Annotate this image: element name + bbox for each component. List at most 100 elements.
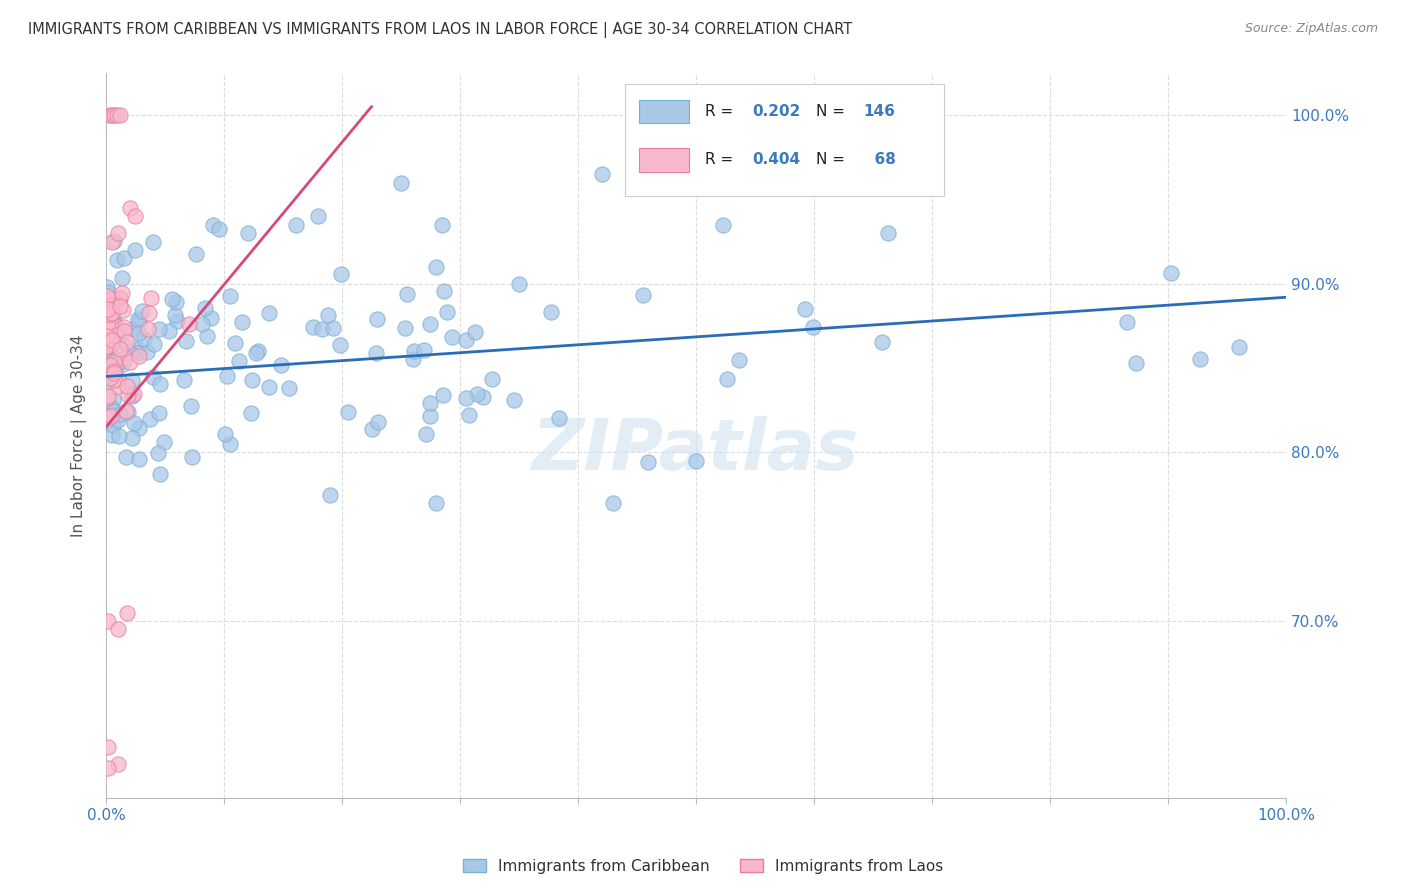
Point	[433, 284, 456, 298]
Point	[432, 388, 454, 402]
Point	[285, 218, 308, 232]
Point	[124, 386, 146, 401]
Point	[173, 373, 195, 387]
Point	[101, 428, 124, 442]
Point	[441, 330, 464, 344]
Point	[464, 325, 486, 339]
Point	[101, 333, 124, 347]
Point	[121, 373, 143, 387]
Point	[1189, 352, 1212, 367]
Point	[727, 353, 749, 368]
Point	[108, 299, 131, 313]
Point	[100, 409, 122, 423]
Point	[111, 285, 134, 300]
Point	[311, 322, 333, 336]
Point	[107, 226, 129, 240]
Point	[100, 333, 122, 347]
Point	[115, 403, 138, 417]
Point	[103, 364, 125, 378]
Point	[419, 409, 441, 423]
Point	[117, 388, 139, 402]
Point	[425, 496, 447, 510]
Point	[396, 287, 419, 301]
Text: IMMIGRANTS FROM CARIBBEAN VS IMMIGRANTS FROM LAOS IN LABOR FORCE | AGE 30-34 COR: IMMIGRANTS FROM CARIBBEAN VS IMMIGRANTS …	[28, 22, 852, 38]
Point	[127, 312, 149, 326]
Point	[228, 354, 250, 368]
Point	[127, 346, 149, 360]
Point	[165, 295, 187, 310]
Point	[97, 614, 120, 628]
Point	[194, 301, 217, 315]
Point	[454, 392, 477, 406]
Point	[716, 372, 738, 386]
Text: R =: R =	[706, 153, 738, 168]
Point	[96, 329, 118, 343]
Point	[108, 354, 131, 368]
Point	[870, 334, 893, 349]
Point	[108, 108, 131, 122]
Point	[98, 108, 121, 122]
Point	[138, 411, 160, 425]
Point	[96, 279, 118, 293]
Point	[148, 446, 170, 460]
Point	[153, 434, 176, 449]
Point	[201, 218, 224, 232]
Point	[177, 317, 200, 331]
Point	[112, 324, 135, 338]
Point	[104, 373, 127, 387]
Point	[101, 298, 124, 312]
Point	[100, 319, 122, 334]
Point	[270, 358, 292, 372]
Point	[107, 378, 129, 392]
Point	[302, 319, 325, 334]
Point	[415, 426, 437, 441]
Point	[402, 344, 425, 359]
Point	[97, 294, 120, 309]
Point	[128, 326, 150, 341]
Point	[112, 320, 135, 334]
Point	[96, 340, 118, 354]
Text: 146: 146	[863, 103, 896, 119]
Point	[394, 321, 416, 335]
Point	[128, 314, 150, 328]
Point	[322, 321, 344, 335]
Point	[1115, 315, 1137, 329]
Point	[402, 352, 425, 367]
Point	[163, 309, 186, 323]
Point	[142, 235, 165, 249]
Point	[224, 335, 246, 350]
Point	[160, 293, 183, 307]
Point	[148, 322, 170, 336]
Point	[801, 320, 824, 334]
Point	[367, 416, 389, 430]
Point	[100, 323, 122, 337]
Point	[96, 392, 118, 406]
Point	[101, 292, 124, 306]
Point	[103, 315, 125, 329]
Point	[103, 313, 125, 327]
Point	[148, 467, 170, 481]
Point	[1125, 355, 1147, 369]
Point	[112, 252, 135, 266]
Text: 0.404: 0.404	[752, 153, 801, 168]
Point	[107, 757, 129, 772]
Point	[97, 409, 120, 423]
Point	[107, 372, 129, 386]
Point	[101, 393, 124, 408]
Point	[122, 416, 145, 430]
Point	[548, 411, 571, 425]
Point	[101, 337, 124, 351]
Point	[101, 417, 124, 432]
Point	[143, 336, 166, 351]
Point	[430, 218, 453, 232]
Point	[316, 308, 339, 322]
Point	[103, 355, 125, 369]
Point	[218, 288, 240, 302]
Point	[186, 247, 208, 261]
Point	[101, 298, 124, 312]
Point	[366, 345, 388, 359]
Point	[115, 334, 138, 349]
Point	[108, 429, 131, 443]
Point	[361, 421, 384, 435]
Text: 0.202: 0.202	[752, 103, 801, 119]
